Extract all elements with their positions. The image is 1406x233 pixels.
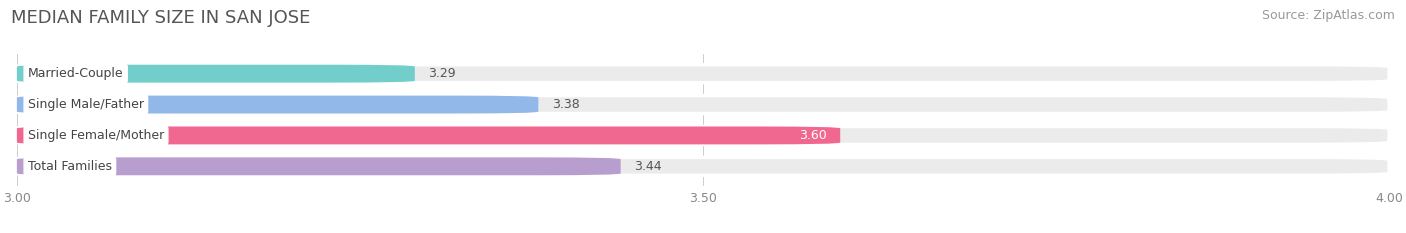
- Text: 3.60: 3.60: [799, 129, 827, 142]
- Text: Source: ZipAtlas.com: Source: ZipAtlas.com: [1261, 9, 1395, 22]
- FancyBboxPatch shape: [17, 157, 1389, 175]
- FancyBboxPatch shape: [17, 157, 620, 175]
- Text: Total Families: Total Families: [28, 160, 112, 173]
- FancyBboxPatch shape: [17, 65, 415, 83]
- Text: 3.44: 3.44: [634, 160, 662, 173]
- Text: Single Male/Father: Single Male/Father: [28, 98, 143, 111]
- Text: 3.38: 3.38: [553, 98, 579, 111]
- Text: Single Female/Mother: Single Female/Mother: [28, 129, 165, 142]
- FancyBboxPatch shape: [17, 96, 538, 113]
- FancyBboxPatch shape: [17, 127, 1389, 144]
- Text: 3.29: 3.29: [429, 67, 456, 80]
- Text: Married-Couple: Married-Couple: [28, 67, 124, 80]
- FancyBboxPatch shape: [17, 127, 841, 144]
- FancyBboxPatch shape: [17, 96, 1389, 113]
- Text: MEDIAN FAMILY SIZE IN SAN JOSE: MEDIAN FAMILY SIZE IN SAN JOSE: [11, 9, 311, 27]
- FancyBboxPatch shape: [17, 65, 1389, 83]
